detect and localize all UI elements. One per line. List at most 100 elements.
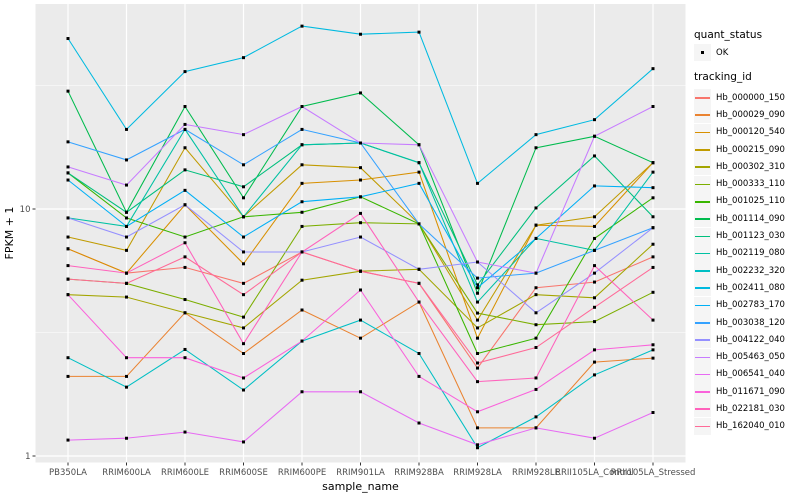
color-swatch (694, 331, 711, 349)
color-swatch (694, 175, 711, 193)
data-point (183, 188, 187, 192)
data-point (125, 158, 128, 162)
legend-line-icon (695, 287, 710, 289)
data-point (66, 235, 70, 239)
legend-line-icon (695, 149, 710, 151)
legend-item-label: Hb_001025_110 (716, 196, 785, 207)
legend-item-Hb_000302_310: Hb_000302_310 (694, 158, 785, 176)
data-point (534, 286, 538, 290)
legend-item-Hb_001025_110: Hb_001025_110 (694, 192, 785, 210)
data-point (651, 255, 655, 259)
data-point (651, 196, 655, 200)
data-point (300, 24, 304, 28)
legend-line-icon (695, 322, 710, 324)
legend-item-Hb_162040_010: Hb_162040_010 (694, 417, 785, 435)
y-axis-title: FPKM + 1 (3, 207, 16, 260)
legend-line-icon (695, 114, 710, 117)
x-tick-label: RRII105LA_Control (555, 468, 634, 478)
point-marker-icon (701, 51, 705, 55)
color-swatch (694, 383, 711, 401)
data-point (651, 318, 655, 322)
data-point (300, 181, 304, 185)
legend-line-icon (695, 131, 710, 134)
x-tick-label: RRIM600LE (161, 468, 209, 478)
data-point (359, 178, 362, 182)
legend-item-Hb_000215_090: Hb_000215_090 (694, 141, 785, 159)
color-swatch (694, 314, 711, 331)
data-point (651, 161, 655, 165)
legend-item-label: Hb_002232_320 (716, 265, 785, 276)
legend-line-icon (695, 97, 710, 99)
data-point (242, 196, 245, 200)
legend-line-icon (695, 373, 710, 376)
data-point (593, 236, 596, 240)
color-swatch (694, 158, 711, 176)
data-point (183, 70, 187, 74)
color-swatch (694, 123, 711, 141)
data-point (651, 67, 655, 71)
data-point (242, 388, 245, 392)
legend-item-label: Hb_006541_040 (716, 369, 785, 380)
legend-line-icon (695, 270, 710, 272)
data-point (66, 438, 70, 442)
legend-item-label: Hb_000120_540 (716, 127, 785, 138)
data-point (534, 345, 538, 349)
x-tick-label: RRIM600PE (278, 468, 326, 478)
data-point (66, 356, 70, 360)
data-point (183, 235, 187, 239)
data-point (359, 288, 362, 292)
data-point (593, 118, 596, 122)
data-point (300, 105, 304, 109)
legend-title-quant-status: quant_status (694, 29, 763, 41)
data-point (593, 264, 596, 268)
data-point (651, 105, 655, 109)
data-point (300, 308, 304, 312)
data-point (66, 37, 70, 41)
data-point (417, 352, 421, 356)
color-swatch (694, 279, 711, 297)
legend-item-Hb_000000_150: Hb_000000_150 (694, 89, 785, 107)
data-point (242, 376, 245, 380)
data-point (534, 323, 538, 327)
data-point (593, 184, 596, 188)
color-swatch (694, 244, 711, 262)
legend-item-label: Hb_001123_030 (716, 231, 785, 242)
y-tick-label: 10 (20, 205, 31, 215)
legend-item-ok-label: OK (716, 47, 729, 58)
data-point (66, 216, 70, 220)
data-point (651, 343, 655, 347)
data-point (125, 281, 128, 285)
legend-item-label: Hb_002783_170 (716, 300, 785, 311)
data-point (534, 236, 538, 240)
color-swatch (694, 400, 711, 418)
data-point (300, 339, 304, 343)
legend-item-label: Hb_002119_080 (716, 248, 785, 259)
data-point (534, 311, 538, 315)
data-point (359, 141, 362, 145)
x-tick-label: RRIM901LA (336, 468, 385, 478)
data-point (359, 336, 362, 340)
data-point (476, 260, 479, 264)
data-point (359, 32, 362, 36)
x-tick-label: PB350LA (49, 468, 87, 478)
data-point (242, 293, 245, 297)
data-point (476, 291, 479, 295)
legend-item-Hb_001114_090: Hb_001114_090 (694, 210, 785, 228)
data-point (300, 143, 304, 147)
data-point (359, 235, 362, 239)
data-point (476, 181, 479, 185)
data-point (593, 348, 596, 352)
data-point (242, 250, 245, 254)
data-point (651, 348, 655, 352)
color-swatch (694, 417, 711, 435)
data-point (593, 215, 596, 219)
data-point (651, 411, 655, 415)
data-point (125, 356, 128, 360)
data-point (476, 380, 479, 384)
legend-item-label: Hb_000029_090 (716, 109, 785, 120)
legend-item-label: Hb_000302_310 (716, 161, 785, 172)
data-point (476, 443, 479, 447)
data-point (534, 376, 538, 380)
data-point (66, 171, 70, 175)
